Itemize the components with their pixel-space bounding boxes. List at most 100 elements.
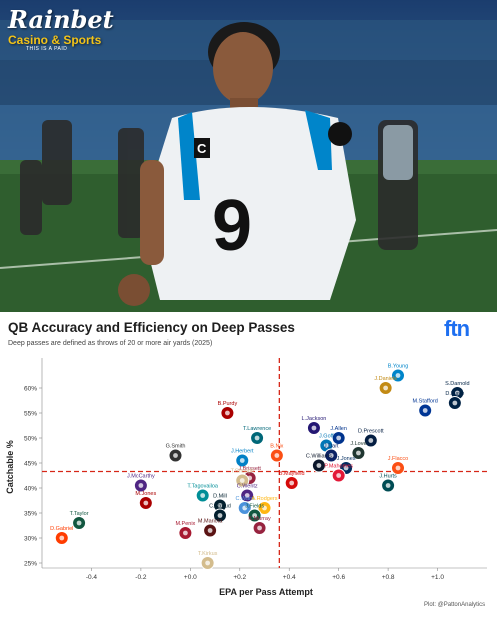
qb-point: J.Herbert [231, 449, 254, 468]
team-logo-inner [239, 458, 245, 463]
qb-point: B.Purdy [218, 401, 237, 420]
qb-point: C.Wentz [237, 484, 258, 503]
team-logo-inner [385, 483, 391, 488]
stadium-scene: 9 C [0, 0, 497, 312]
qb-label: D.Maye [445, 391, 464, 397]
y-tick-label: 30% [24, 536, 37, 543]
team-logo-inner [395, 465, 401, 471]
qb-point: J.Allen [330, 426, 347, 445]
hero-photo: 9 C Rainbet Casino & Sports THIS IS A PA… [0, 0, 497, 312]
y-tick-label: 40% [24, 486, 37, 493]
qb-label: C.Wentz [237, 484, 258, 490]
qb-point: K.Murray [248, 516, 271, 535]
team-logo-inner [138, 483, 144, 488]
x-tick-label: +0.6 [332, 574, 345, 581]
qb-point: P.Mahomes [324, 464, 353, 483]
y-tick-label: 50% [24, 436, 37, 443]
qb-point: J.Flacco [388, 456, 408, 475]
qb-label: S.Darnold [445, 381, 469, 387]
qb-point: B.Nix [269, 444, 284, 463]
plot-frame [41, 358, 487, 569]
y-tick-label: 35% [24, 511, 37, 518]
brand-name: Rainbet [8, 5, 114, 34]
team-logo-inner [343, 465, 349, 471]
qb-point: J.McCarthy [127, 474, 155, 493]
qb-label: M.Penix [175, 521, 195, 527]
team-logo-inner [289, 480, 295, 486]
team-logo-inner [207, 528, 213, 533]
y-tick-label: 55% [24, 411, 37, 418]
team-logo-inner [452, 400, 458, 406]
qb-point: J.Hurts [379, 474, 397, 493]
team-logo-inner [454, 390, 460, 396]
x-tick-label: +0.0 [184, 574, 197, 581]
team-logo-inner [257, 525, 262, 531]
team-logo-inner [336, 435, 342, 441]
qb-point: T.Tagovailoa [187, 484, 219, 503]
qb-label: J.Fields [245, 504, 264, 510]
brand-logo: Rainbet Casino & Sports THIS IS A PAID [8, 8, 114, 52]
x-tick-label: -0.2 [135, 574, 147, 581]
qb-label: J.Allen [330, 426, 347, 432]
qb-label: J.Herbert [231, 449, 254, 455]
team-logo-inner [311, 425, 317, 431]
qb-label: M.Stafford [413, 399, 438, 405]
qb-label: J.Flacco [388, 456, 408, 462]
team-logo-inner [59, 535, 65, 541]
scatter-plot: 25% 30% 35% 40% 45% 50% 55% 60% -0.4 -0.2 +0.0 +0.… [5, 358, 487, 597]
panthers-logo-icon [328, 122, 352, 146]
team-logo-inner [422, 408, 428, 413]
qb-label: L.Jackson [302, 416, 327, 422]
x-tick-label: +0.2 [233, 574, 246, 581]
qb-label: J.Daniels [374, 376, 397, 382]
qb-label: K.Murray [248, 516, 271, 522]
qb-label: G.Smith [166, 444, 186, 450]
team-logo-inner [244, 493, 250, 498]
team-logo-inner [274, 453, 280, 458]
team-logo-inner [217, 503, 223, 508]
team-logo-inner [239, 478, 245, 483]
qb-point: J.Dart [324, 444, 339, 463]
y-tick-label: 25% [24, 561, 37, 568]
qb-point: T.Shough [231, 469, 254, 488]
qb-label: D.Gabriel [50, 526, 73, 532]
qb-point: L.Jackson [302, 416, 327, 435]
qb-label: C.Stroud [209, 504, 231, 510]
qb-point: D.Gabriel [50, 526, 73, 545]
team-logo-inner [328, 453, 334, 458]
chart-title: QB Accuracy and Efficiency on Deep Passe… [8, 320, 295, 335]
qb-point: B.Mayfield [279, 471, 305, 490]
qb-label: M.Mariota [198, 519, 223, 525]
x-axis-label: EPA per Pass Attempt [219, 587, 313, 597]
qb-point: A.Rodgers [252, 496, 278, 515]
y-axis: 25% 30% 35% 40% 45% 50% 55% 60% [24, 386, 42, 568]
qb-label: D.Prescott [358, 429, 384, 435]
y-tick-label: 60% [24, 386, 37, 393]
qb-point: T.Taylor [70, 511, 89, 530]
team-logo-inner [200, 493, 206, 498]
team-logo-inner [368, 438, 374, 443]
qb-point: C.Williams [306, 454, 332, 473]
qb-label: J.Jones [337, 456, 356, 462]
qb-label: T.Taylor [70, 511, 89, 517]
qb-label: T.Lawrence [243, 426, 271, 432]
qb-label: B.Young [388, 364, 409, 370]
qb-label: J.McCarthy [127, 474, 155, 480]
qb-point: D.Prescott [358, 429, 384, 448]
qb-label: B.Nix [270, 444, 283, 450]
qb-point: M.Mariota [198, 519, 223, 538]
qb-point: M.Stafford [413, 399, 438, 418]
qb-point: J.Daniels [374, 376, 397, 395]
points-layer: B.Young J.Daniels S.Darnold D.Maye M.Staffor… [50, 364, 470, 570]
team-logo-inner [143, 500, 149, 506]
team-logo-inner [383, 385, 389, 391]
x-tick-label: +0.8 [382, 574, 395, 581]
brand-tag: THIS IS A PAID [26, 46, 68, 52]
team-logo-inner [356, 450, 361, 456]
qb-point: D.Maye [445, 391, 464, 410]
qb-label: A.Rodgers [252, 496, 278, 502]
qb-point: T.Lawrence [243, 426, 271, 445]
team-logo-inner [395, 373, 401, 378]
qb-point: M.Penix [175, 521, 196, 540]
